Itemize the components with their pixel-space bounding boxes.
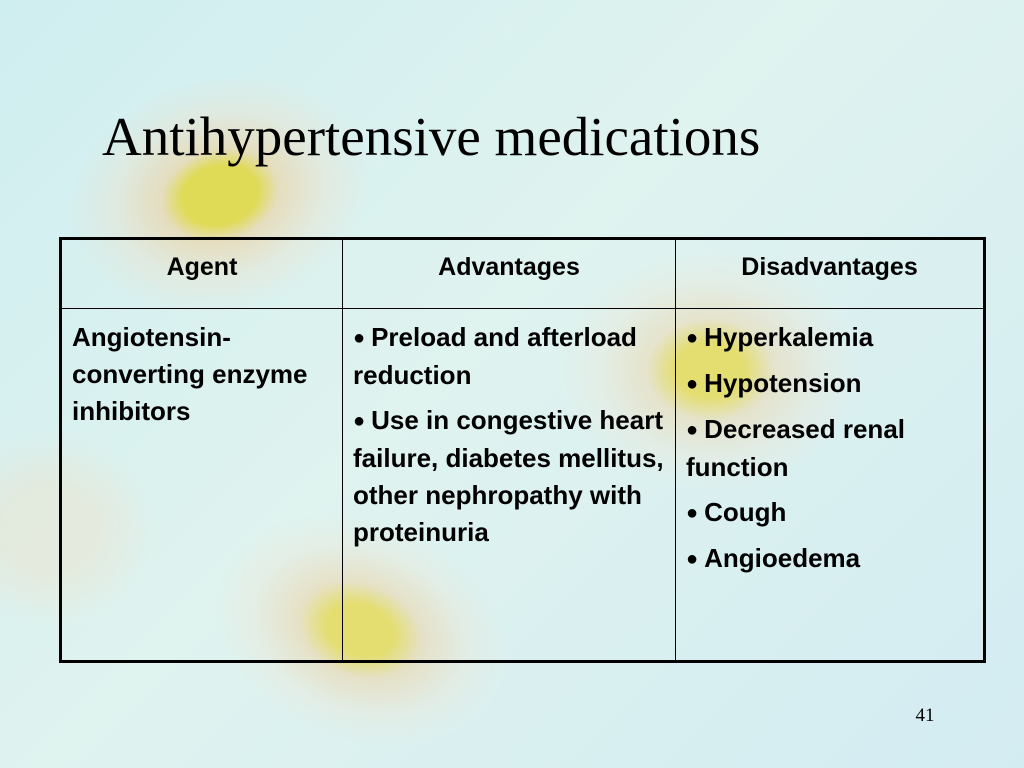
bullet-icon: ● [686,502,699,524]
advantages-list: ● Preload and afterload reduction ● Use in… [353,319,667,551]
bullet-icon: ● [686,419,699,441]
list-item: ● Hypotension [686,365,975,403]
disadvantages-cell: ● Hyperkalemia ● Hypotension ● Decreased re… [675,308,985,662]
header-agent: Agent [60,238,343,309]
header-advantages: Advantages [342,238,676,309]
header-disadvantages: Disadvantages [675,238,985,309]
bullet-icon: ● [686,373,699,395]
list-item: ● Hyperkalemia [686,319,975,357]
list-item: ● Use in congestive heart failure, diabet… [353,405,664,547]
list-item: ● Cough [686,494,975,532]
medication-table: Agent Advantages Disadvantages Angiotens… [59,237,986,663]
bullet-icon: ● [353,327,366,349]
advantages-cell: ● Preload and afterload reduction ● Use in… [342,308,676,662]
bullet-icon: ● [353,410,366,432]
table-row: Angiotensin-converting enzyme inhibitors… [60,308,985,662]
bullet-icon: ● [686,327,699,349]
list-item: ● Preload and afterload reduction [353,322,637,390]
table-header-row: Agent Advantages Disadvantages [60,238,985,309]
agent-name: Angiotensin-converting enzyme inhibitors [72,322,308,426]
list-item: ● Angioedema [686,540,975,578]
disadvantages-list: ● Hyperkalemia ● Hypotension ● Decreased re… [686,319,975,578]
slide-title: Antihypertensive medications [102,106,761,167]
page-number: 41 [915,705,935,726]
bullet-icon: ● [686,548,699,570]
agent-cell: Angiotensin-converting enzyme inhibitors [60,308,343,662]
list-item: ● Decreased renal function [686,414,905,482]
